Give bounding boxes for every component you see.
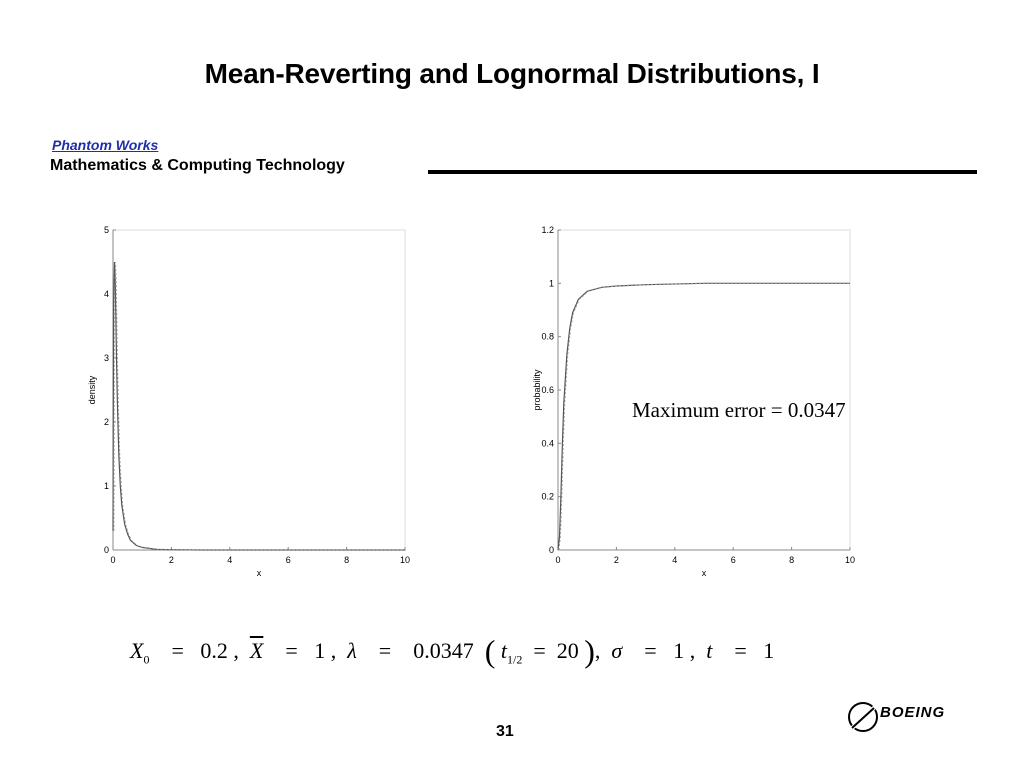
t-symbol: t — [706, 638, 713, 663]
series-line — [112, 261, 405, 551]
y-axis-label: density — [87, 375, 97, 404]
y-tick-label: 0.8 — [541, 332, 554, 342]
slide-title: Mean-Reverting and Lognormal Distributio… — [204, 58, 820, 89]
boeing-logo-icon — [848, 702, 878, 732]
sigma-symbol: σ — [611, 638, 623, 663]
y-tick-label: 5 — [104, 225, 109, 235]
x-tick-label: 8 — [789, 555, 794, 565]
y-tick-label: 1 — [549, 278, 554, 288]
lambda-symbol: λ — [347, 638, 357, 663]
x0-symbol: X — [130, 638, 144, 663]
boeing-logo-text: BOEING — [880, 704, 946, 721]
y-tick-label: 2 — [104, 417, 109, 427]
lambda-value: 0.0347 — [413, 638, 474, 663]
y-tick-label: 0.4 — [541, 438, 554, 448]
thalf-subscript: 1/2 — [506, 652, 523, 667]
y-tick-label: 0.2 — [541, 492, 554, 502]
y-tick-label: 0 — [549, 545, 554, 555]
header-rule — [428, 170, 977, 174]
plot-area — [112, 229, 406, 551]
x-axis-label: x — [702, 568, 707, 578]
x-tick-label: 2 — [169, 555, 174, 565]
x-tick-label: 6 — [731, 555, 736, 565]
sigma-value: 1 — [673, 638, 685, 663]
density-plot: 0 2 4 6 8 10 0 1 2 3 4 5 x density — [80, 220, 420, 585]
x0-subscript: 0 — [143, 652, 150, 667]
x0-value: 0.2 — [200, 638, 228, 663]
y-tick-label: 0.6 — [541, 385, 554, 395]
brand-name: Phantom Works — [52, 137, 159, 153]
y-tick-label: 1.2 — [541, 225, 554, 235]
xbar-symbol: X — [249, 638, 264, 663]
thalf-symbol: t — [500, 638, 507, 663]
x-axis-label: x — [257, 568, 262, 578]
series-line-approx — [113, 261, 406, 551]
page-number: 31 — [496, 723, 514, 740]
y-tick-label: 4 — [104, 289, 109, 299]
x-tick-label: 2 — [614, 555, 619, 565]
x-tick-label: 0 — [110, 555, 115, 565]
slide-subtitle: Mathematics & Computing Technology — [50, 157, 345, 174]
y-tick-label: 3 — [104, 353, 109, 363]
xbar-value: 1 — [314, 638, 326, 663]
t-value: 1 — [763, 638, 775, 663]
x-tick-label: 4 — [672, 555, 677, 565]
max-error-annotation: Maximum error = 0.0347 — [632, 398, 846, 422]
x-tick-label: 6 — [286, 555, 291, 565]
x-tick-label: 4 — [227, 555, 232, 565]
probability-plot: 0 2 4 6 8 10 0 0.2 0.4 0.6 0.8 1 1.2 x probability — [525, 220, 865, 585]
thalf-value: 20 — [556, 638, 579, 663]
y-tick-label: 1 — [104, 481, 109, 491]
parameter-formula: X0 = 0.2 , X = 1 , λ = 0.0347 ( t1/2 = 2… — [130, 633, 775, 669]
x-tick-label: 0 — [555, 555, 560, 565]
plot-area — [557, 229, 851, 551]
y-tick-label: 0 — [104, 545, 109, 555]
x-tick-label: 10 — [845, 555, 855, 565]
y-axis-label: probability — [532, 369, 542, 411]
series-line-approx — [558, 282, 851, 551]
x-tick-label: 10 — [400, 555, 410, 565]
x-tick-label: 8 — [344, 555, 349, 565]
